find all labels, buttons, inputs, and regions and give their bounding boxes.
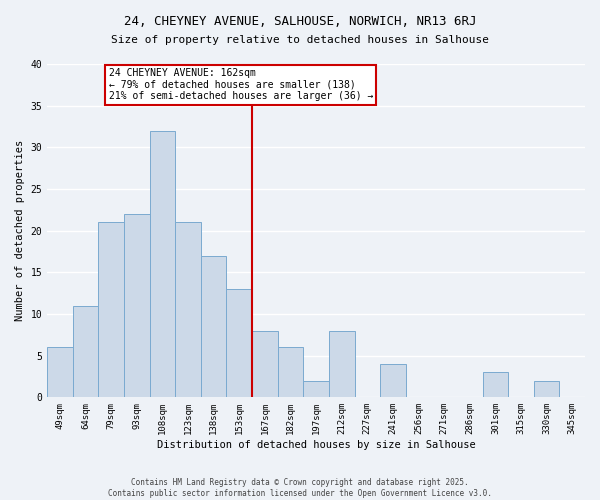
Bar xyxy=(226,289,252,398)
Bar xyxy=(175,222,201,398)
Text: 24 CHEYNEY AVENUE: 162sqm
← 79% of detached houses are smaller (138)
21% of semi: 24 CHEYNEY AVENUE: 162sqm ← 79% of detac… xyxy=(109,68,373,102)
Bar xyxy=(201,256,226,398)
Bar xyxy=(98,222,124,398)
Text: Contains HM Land Registry data © Crown copyright and database right 2025.
Contai: Contains HM Land Registry data © Crown c… xyxy=(108,478,492,498)
Bar xyxy=(303,380,329,398)
Bar xyxy=(124,214,149,398)
Text: Size of property relative to detached houses in Salhouse: Size of property relative to detached ho… xyxy=(111,35,489,45)
Bar xyxy=(149,130,175,398)
Bar xyxy=(252,330,278,398)
X-axis label: Distribution of detached houses by size in Salhouse: Distribution of detached houses by size … xyxy=(157,440,475,450)
Bar xyxy=(329,330,355,398)
Bar xyxy=(482,372,508,398)
Bar xyxy=(47,348,73,398)
Bar xyxy=(380,364,406,398)
Text: 24, CHEYNEY AVENUE, SALHOUSE, NORWICH, NR13 6RJ: 24, CHEYNEY AVENUE, SALHOUSE, NORWICH, N… xyxy=(124,15,476,28)
Bar xyxy=(73,306,98,398)
Y-axis label: Number of detached properties: Number of detached properties xyxy=(15,140,25,322)
Bar xyxy=(534,380,559,398)
Bar xyxy=(278,348,303,398)
